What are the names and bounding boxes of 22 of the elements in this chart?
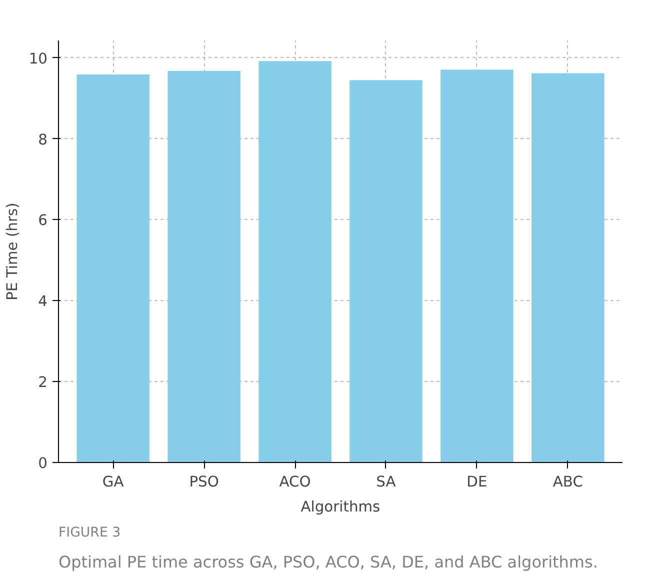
y-axis-title: PE Time (hrs) <box>4 202 21 300</box>
bar <box>76 74 150 462</box>
y-tick-label: 8 <box>38 131 48 148</box>
bar <box>440 70 514 462</box>
y-tick-label: 6 <box>38 212 48 230</box>
bar <box>532 73 604 462</box>
text: Optimal PE time across GA, PSO, ACO, SA, DE, and ABC algorithms. <box>58 552 598 572</box>
y-tick-label: 0 <box>38 455 48 472</box>
y-tick-label: 10 <box>28 50 48 68</box>
x-tick-label: SA <box>376 474 396 490</box>
x-tick-label: ABC <box>552 474 583 490</box>
x-tick-label: PSO <box>189 474 219 490</box>
y-tick-label: 4 <box>38 293 48 310</box>
y-tick-label: 2 <box>38 374 48 392</box>
x-axis-title: Algorithms <box>300 498 380 516</box>
x-tick-label: GA <box>102 474 124 490</box>
bar <box>258 61 332 462</box>
bar <box>168 70 240 462</box>
x-tick-label: ACO <box>279 474 311 490</box>
x-tick-label: DE <box>466 474 488 490</box>
bar <box>350 80 422 462</box>
caption: FIGURE 3 <box>58 526 121 540</box>
